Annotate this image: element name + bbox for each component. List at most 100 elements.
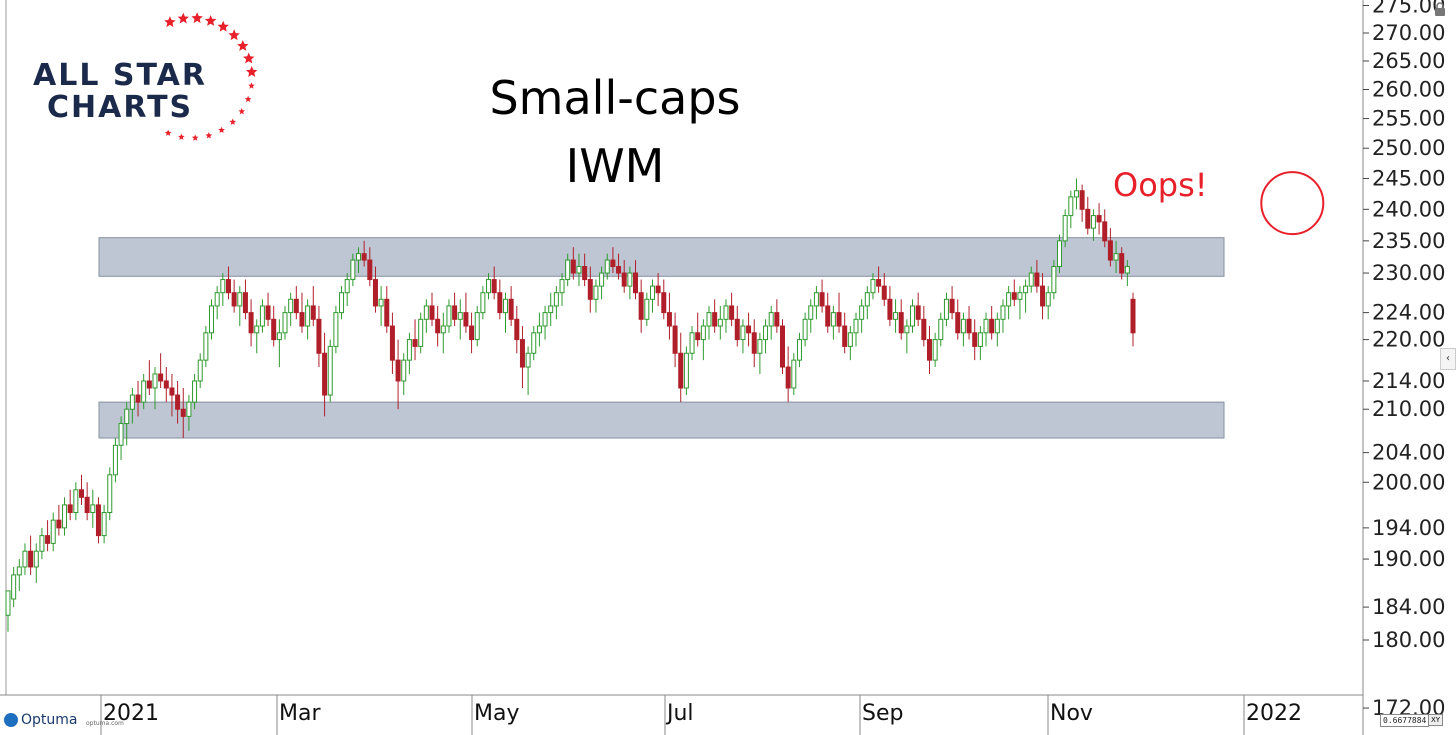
- candle: [90, 489, 96, 528]
- candle: [107, 467, 113, 521]
- star-icon: [164, 16, 176, 28]
- candle: [514, 305, 520, 354]
- candle: [774, 299, 780, 333]
- candle: [469, 312, 475, 354]
- candle: [508, 286, 514, 327]
- candle: [423, 299, 429, 333]
- candle: [16, 559, 22, 591]
- candle: [746, 312, 752, 347]
- candle: [474, 305, 480, 347]
- candle: [757, 332, 763, 375]
- candle: [666, 292, 672, 340]
- candle: [1096, 203, 1102, 235]
- candle: [50, 512, 56, 552]
- candle: [604, 253, 610, 280]
- star-icon: [204, 15, 217, 26]
- candle: [536, 312, 542, 347]
- candle: [435, 305, 441, 347]
- candle: [395, 339, 401, 410]
- candlestick-series: [5, 178, 1136, 632]
- candle: [729, 292, 735, 327]
- candle: [932, 332, 938, 368]
- y-tick-label: 220.00: [1372, 328, 1445, 352]
- candle: [559, 273, 565, 306]
- optuma-logo-icon: [4, 713, 18, 727]
- candle: [446, 299, 452, 333]
- candle: [678, 332, 684, 403]
- plot-area: [0, 0, 1363, 695]
- candle: [209, 299, 215, 340]
- candle: [519, 326, 525, 388]
- candle: [1028, 266, 1034, 293]
- candle: [983, 312, 989, 347]
- candle: [169, 374, 175, 417]
- logo-stars: [164, 12, 258, 141]
- optuma-brand: Optuma: [4, 712, 78, 728]
- candle: [152, 367, 158, 410]
- candle: [1000, 299, 1006, 333]
- candle: [220, 273, 226, 306]
- candle: [45, 520, 51, 552]
- candle: [101, 504, 107, 544]
- candle: [926, 326, 932, 375]
- y-tick-label: 194.00: [1372, 516, 1445, 540]
- candle: [593, 279, 599, 313]
- candle: [570, 247, 576, 280]
- candle: [649, 279, 655, 313]
- candle: [480, 286, 486, 320]
- candle: [599, 266, 605, 300]
- candle: [265, 292, 271, 327]
- candle: [186, 395, 192, 431]
- xy-toggle-button[interactable]: XY: [1428, 714, 1444, 726]
- candle: [418, 312, 424, 354]
- candle: [214, 286, 220, 320]
- star-icon: [237, 40, 249, 51]
- chart-title: Small-caps: [489, 71, 741, 125]
- candle: [1079, 184, 1085, 222]
- candle: [768, 305, 774, 340]
- candle: [1062, 209, 1068, 248]
- candle: [887, 286, 893, 327]
- x-tick-label: 2021: [103, 701, 159, 726]
- star-icon: [178, 133, 185, 140]
- y-tick-label: 245.00: [1372, 166, 1445, 190]
- candle: [237, 286, 243, 327]
- candle: [881, 273, 887, 306]
- optuma-brand-text: Optuma: [21, 712, 78, 728]
- candle: [339, 286, 345, 320]
- y-tick-label: 235.00: [1372, 229, 1445, 253]
- candle: [271, 305, 277, 347]
- candle: [1023, 279, 1029, 313]
- annotation-label: Oops!: [1113, 166, 1208, 204]
- candle: [734, 305, 740, 347]
- candle: [1051, 260, 1057, 300]
- candle: [898, 299, 904, 340]
- zone-2: [98, 401, 1225, 439]
- candle: [350, 253, 356, 287]
- x-tick-label: Nov: [1050, 701, 1093, 726]
- candle: [1124, 260, 1130, 287]
- star-icon: [217, 20, 229, 32]
- candle: [33, 543, 39, 583]
- candle: [310, 286, 316, 327]
- candle: [203, 326, 209, 368]
- candle: [904, 319, 910, 354]
- candle: [1068, 190, 1074, 229]
- star-icon: [191, 12, 203, 24]
- lock-icon[interactable]: [1434, 2, 1446, 16]
- candle: [712, 299, 718, 333]
- star-icon: [246, 66, 258, 77]
- star-icon: [191, 134, 199, 141]
- candle: [129, 387, 135, 424]
- candle: [864, 286, 870, 320]
- candle: [491, 266, 497, 300]
- candle: [633, 260, 639, 300]
- candle: [288, 292, 294, 327]
- candle: [1102, 209, 1108, 248]
- logo-line-2: CHARTS: [47, 90, 194, 125]
- chevron-left-icon[interactable]: ‹: [1440, 348, 1456, 370]
- star-icon: [229, 118, 237, 125]
- highlight-circle: [1260, 171, 1325, 236]
- candle: [112, 438, 118, 483]
- y-tick-label: 265.00: [1372, 49, 1445, 73]
